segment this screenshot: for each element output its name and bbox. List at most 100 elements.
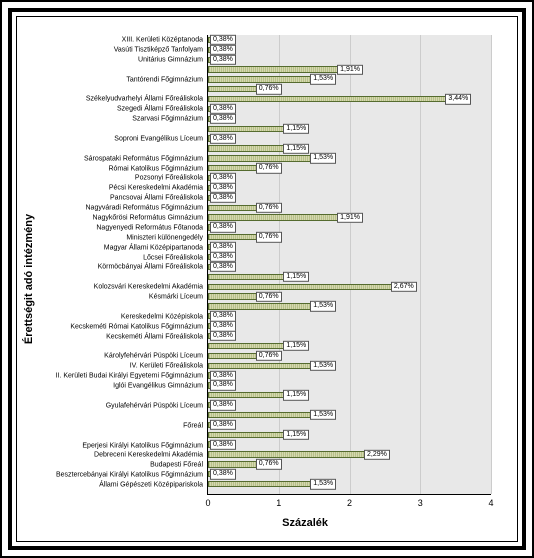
- category-label: Unitárius Gimnázium: [43, 56, 203, 63]
- bar-row: 0,38%: [208, 311, 491, 321]
- bar-row: 0,38%: [208, 173, 491, 183]
- x-tick-label: 3: [418, 498, 423, 508]
- bar-row: 0,38%: [208, 331, 491, 341]
- category-label: XIII. Kerületi Középtanoda: [43, 36, 203, 43]
- bar: [208, 155, 316, 161]
- bar-row: 1,53%: [208, 74, 491, 84]
- bar-row: 0,38%: [208, 223, 491, 233]
- category-label: Nagyenyedi Református Főtanoda: [43, 224, 203, 231]
- bar-row: 2,67%: [208, 282, 491, 292]
- bar-row: 1,15%: [208, 390, 491, 400]
- category-labels: XIII. Kerületi KözéptanodaVasúti Tisztik…: [45, 35, 205, 495]
- value-label: 0,76%: [256, 232, 282, 242]
- value-label: 0,38%: [210, 331, 236, 341]
- outer-frame: Érettségit adó intézmény Százalék XIII. …: [0, 0, 534, 558]
- category-label: Iglói Evangélikus Gimnázium: [43, 383, 203, 390]
- bar-row: 0,38%: [208, 193, 491, 203]
- value-label: 1,15%: [283, 390, 309, 400]
- category-label: Késmárki Líceum: [43, 294, 203, 301]
- bar: [208, 86, 262, 92]
- category-label: Nagyváradi Református Főgimnázium: [43, 205, 203, 212]
- bar: [208, 293, 262, 299]
- value-label: 0,76%: [256, 459, 282, 469]
- category-label: Sárospataki Református Főgimnázium: [43, 155, 203, 162]
- bar: [208, 274, 289, 280]
- category-label: Kecskeméti Római Katolikus Főgimnázium: [43, 323, 203, 330]
- category-label: Szegedi Állami Főreáliskola: [43, 106, 203, 113]
- x-axis-title: Százalék: [282, 517, 328, 529]
- bar: [208, 451, 370, 457]
- value-label: 2,67%: [391, 281, 417, 291]
- value-label: 0,38%: [210, 420, 236, 430]
- x-tick-label: 0: [205, 498, 210, 508]
- category-label: Római Katolikus Főgimnázium: [43, 165, 203, 172]
- category-label: Magyar Állami Középipartanoda: [43, 244, 203, 251]
- value-label: 0,38%: [210, 311, 236, 321]
- bar: [208, 303, 316, 309]
- bar-row: 0,38%: [208, 242, 491, 252]
- bar-row: 0,76%: [208, 351, 491, 361]
- value-label: 0,76%: [256, 291, 282, 301]
- bar-row: 1,53%: [208, 302, 491, 312]
- value-label: 1,53%: [310, 301, 336, 311]
- value-label: 0,38%: [210, 469, 236, 479]
- bar: [208, 76, 316, 82]
- value-label: 0,76%: [256, 84, 282, 94]
- category-label: Soproni Evangélikus Líceum: [43, 135, 203, 142]
- value-label: 0,76%: [256, 351, 282, 361]
- category-label: Pancsovai Állami Főreáliskola: [43, 195, 203, 202]
- bar-row: 0,38%: [208, 55, 491, 65]
- category-label: Budapesti Főreál: [43, 462, 203, 469]
- bar-row: 1,15%: [208, 341, 491, 351]
- value-label: 0,38%: [210, 104, 236, 114]
- category-label: Debreceni Kereskedelmi Akadémia: [43, 452, 203, 459]
- bar-row: 0,38%: [208, 35, 491, 45]
- bar-row: 0,76%: [208, 232, 491, 242]
- value-label: 1,53%: [310, 153, 336, 163]
- category-label: Miniszteri különengedély: [43, 234, 203, 241]
- bar: [208, 214, 343, 220]
- bar-row: 0,76%: [208, 163, 491, 173]
- bar: [208, 432, 289, 438]
- value-label: 1,53%: [310, 479, 336, 489]
- bar-row: 0,38%: [208, 262, 491, 272]
- category-label: Tantórendi Főgimnázium: [43, 76, 203, 83]
- bar-chart: Érettségit adó intézmény Százalék XIII. …: [29, 29, 505, 529]
- value-label: 1,15%: [283, 341, 309, 351]
- bar: [208, 363, 316, 369]
- bar-row: 0,38%: [208, 104, 491, 114]
- value-label: 1,15%: [283, 124, 309, 134]
- bar-row: 0,38%: [208, 45, 491, 55]
- bar-row: 0,76%: [208, 203, 491, 213]
- category-label: Kereskedelmi Középiskola: [43, 313, 203, 320]
- category-label: Eperjesi Királyi Katolikus Főgimnázium: [43, 442, 203, 449]
- category-label: Pozsonyi Főreáliskola: [43, 175, 203, 182]
- bar-row: 0,38%: [208, 134, 491, 144]
- bar-row: 0,38%: [208, 420, 491, 430]
- y-axis-title: Érettségit adó intézmény: [23, 214, 35, 344]
- bar: [208, 343, 289, 349]
- bar-row: 0,76%: [208, 292, 491, 302]
- bar: [208, 461, 262, 467]
- bar-row: 2,29%: [208, 450, 491, 460]
- x-tick-label: 4: [488, 498, 493, 508]
- bar: [208, 66, 343, 72]
- bar-row: 1,15%: [208, 272, 491, 282]
- value-label: 0,38%: [210, 400, 236, 410]
- bar-row: 0,38%: [208, 469, 491, 479]
- x-tick-label: 1: [276, 498, 281, 508]
- bar: [208, 96, 451, 102]
- gridline: [491, 35, 492, 494]
- value-label: 1,91%: [337, 64, 363, 74]
- bar: [208, 205, 262, 211]
- value-label: 1,15%: [283, 143, 309, 153]
- value-label: 0,38%: [210, 133, 236, 143]
- bar-row: 1,53%: [208, 479, 491, 489]
- bar-row: 0,38%: [208, 400, 491, 410]
- bar: [208, 126, 289, 132]
- value-label: 0,38%: [210, 45, 236, 55]
- bar-row: 0,38%: [208, 183, 491, 193]
- value-label: 0,38%: [210, 193, 236, 203]
- value-label: 1,53%: [310, 410, 336, 420]
- category-label: II. Kerületi Budai Királyi Egyetemi Főgi…: [43, 373, 203, 380]
